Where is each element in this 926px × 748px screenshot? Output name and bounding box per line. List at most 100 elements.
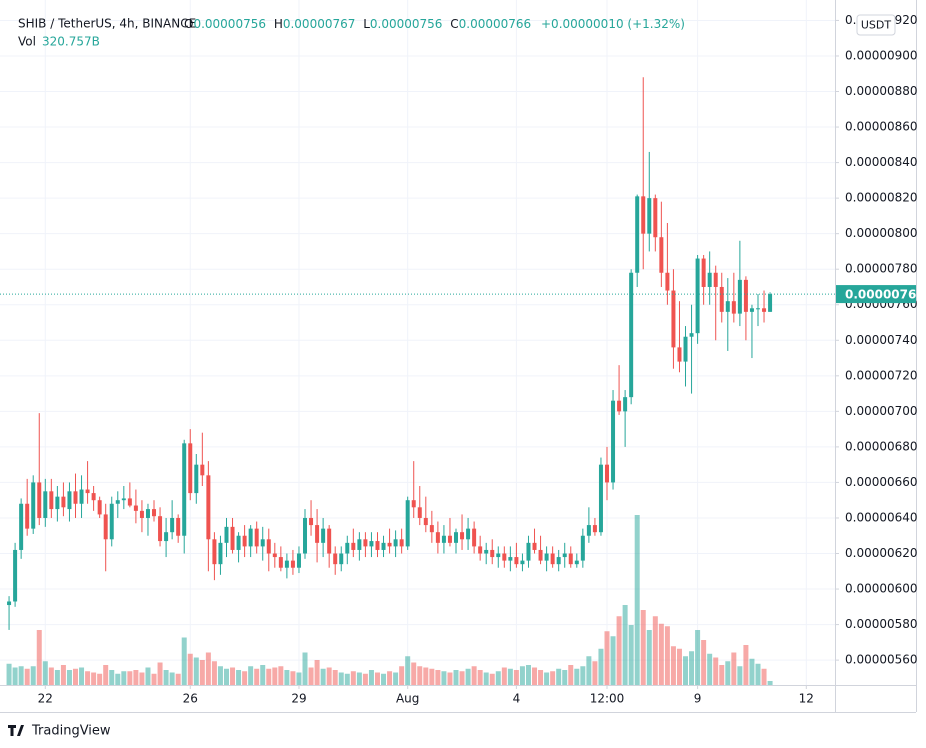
- volume-bar: [314, 660, 320, 685]
- candle-body: [417, 507, 422, 518]
- volume-bar: [761, 668, 767, 685]
- volume-bar: [308, 667, 314, 685]
- candle-body: [405, 500, 410, 547]
- candle-body: [206, 475, 211, 540]
- volume-bar: [350, 671, 356, 685]
- volume-bar: [501, 667, 507, 685]
- candle-body: [496, 553, 501, 558]
- volume-bar: [24, 668, 30, 685]
- volume-bar: [302, 652, 308, 685]
- volume-bar: [411, 662, 417, 685]
- volume-bar: [60, 665, 66, 685]
- volume-bar: [719, 665, 725, 685]
- volume-bar: [441, 671, 447, 685]
- volume-bar: [97, 673, 103, 685]
- candle-body: [145, 509, 150, 518]
- volume-bar: [640, 610, 646, 685]
- candle-body: [550, 553, 555, 565]
- brand-logo[interactable]: TradingView: [8, 724, 111, 739]
- y-tick-label: 0.00000700: [845, 404, 918, 418]
- h-key: H: [274, 17, 283, 31]
- candle-body: [701, 258, 706, 287]
- candle-body: [490, 549, 495, 558]
- volume-bar: [356, 672, 362, 685]
- volume-bar: [193, 657, 199, 685]
- last-price-box: [836, 285, 916, 304]
- candle-body: [520, 560, 525, 565]
- candle-body: [369, 541, 374, 547]
- currency[interactable]: USDT: [861, 19, 892, 32]
- candle-body: [351, 542, 356, 550]
- volume-bar: [217, 666, 223, 685]
- candle-body: [574, 560, 579, 565]
- volume-bar: [54, 670, 60, 685]
- volume-bar: [260, 665, 266, 685]
- candle-body: [19, 503, 24, 550]
- y-tick-label: 0.00000660: [845, 475, 918, 489]
- candle-body: [309, 517, 314, 526]
- volume-bar: [707, 653, 713, 685]
- candle-body: [532, 542, 537, 550]
- candle-body: [508, 557, 513, 561]
- x-tick-label: 26: [183, 692, 198, 706]
- candle-body: [375, 541, 380, 550]
- volume-bar: [429, 668, 435, 685]
- volume-bar: [544, 672, 550, 685]
- volume-bar: [211, 661, 217, 685]
- y-tick-label: 0.00000600: [845, 582, 918, 596]
- c-key: C: [450, 17, 458, 31]
- volume-bar: [525, 665, 531, 685]
- candle-body: [13, 549, 18, 602]
- candle-body: [200, 464, 205, 476]
- candle-body: [73, 491, 78, 504]
- candle-body: [315, 525, 320, 543]
- candle-body: [762, 308, 767, 312]
- volume-bar: [236, 670, 242, 685]
- volume-bar: [689, 651, 695, 685]
- candle-body: [526, 542, 531, 561]
- volume-bar: [592, 661, 598, 685]
- candle-body: [290, 560, 295, 568]
- candle-body: [303, 517, 308, 554]
- candle-body: [194, 464, 199, 494]
- currency-box[interactable]: [856, 14, 896, 36]
- candle-body: [580, 535, 585, 561]
- volume-bar: [725, 661, 731, 685]
- candle-body: [671, 290, 676, 348]
- candle-body: [586, 525, 591, 536]
- volume-bar: [157, 662, 163, 685]
- last-price-label: 0.00000766: [845, 288, 925, 302]
- y-tick-label: 0.00000800: [845, 226, 918, 240]
- candle-body: [37, 482, 42, 518]
- volume-bar: [163, 670, 169, 685]
- volume-bar: [145, 667, 151, 685]
- volume-bar: [616, 616, 622, 685]
- candle-body: [67, 491, 72, 510]
- volume-bar: [320, 668, 326, 685]
- candle-body: [454, 532, 459, 543]
- candle-body: [170, 517, 175, 533]
- volume-bar: [332, 670, 338, 685]
- volume-bar: [109, 670, 115, 685]
- volume-bar: [634, 515, 640, 685]
- volume-bar: [230, 667, 236, 685]
- volume-bar: [121, 671, 127, 685]
- candle-body: [339, 553, 344, 565]
- brand[interactable]: TradingView: [31, 724, 111, 739]
- candle-body: [653, 198, 658, 238]
- volume-bar: [42, 661, 48, 685]
- o-key: O: [184, 17, 193, 31]
- candle-body: [538, 549, 543, 561]
- candle-body: [188, 443, 193, 494]
- volume-bar: [48, 667, 54, 685]
- candle-body: [266, 539, 271, 554]
- candle-body: [435, 532, 440, 543]
- volume-bar: [103, 665, 109, 685]
- candle-body: [502, 553, 507, 561]
- volume-bar: [30, 666, 36, 685]
- candle-body: [677, 347, 682, 362]
- candle-body: [635, 196, 640, 273]
- volume-bar: [79, 667, 85, 685]
